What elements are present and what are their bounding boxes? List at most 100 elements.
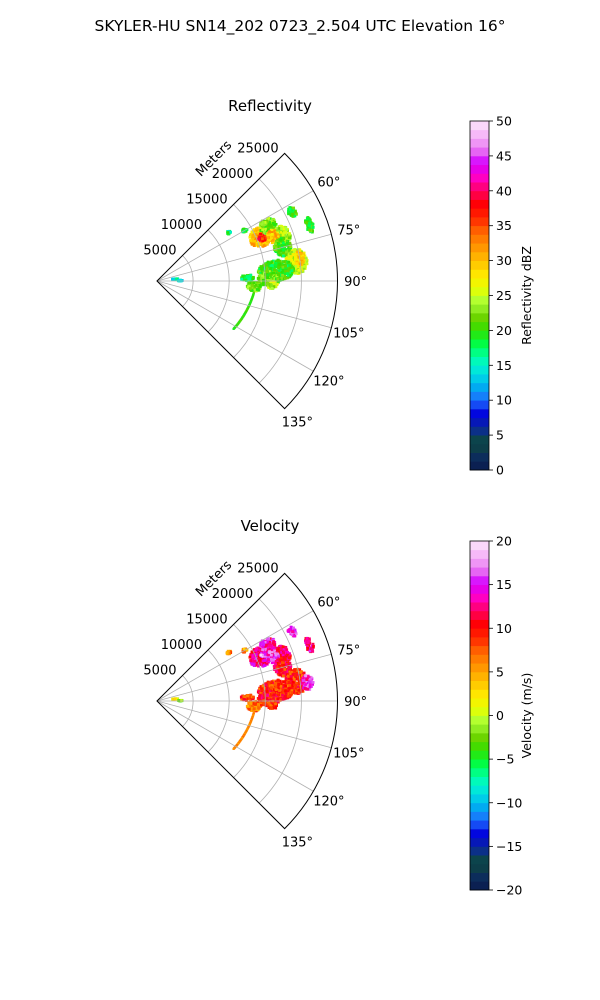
echo-cell — [289, 665, 293, 668]
echo-cell — [257, 238, 260, 241]
echo-cell — [291, 670, 294, 674]
echo-cell — [296, 250, 299, 254]
echo-cell — [232, 327, 235, 330]
colorbar-segment — [470, 863, 489, 873]
echo-cell — [275, 262, 279, 266]
colorbar-segment — [470, 567, 489, 577]
echo-cell — [298, 683, 301, 687]
echo-cell — [268, 230, 271, 233]
echo-cell — [310, 685, 313, 688]
echo-cell — [265, 690, 269, 693]
azimuth-spoke — [156, 190, 314, 282]
echo-cell — [261, 648, 264, 652]
echo-cell — [278, 269, 281, 272]
echo-cell — [251, 695, 255, 699]
echo-cell — [308, 649, 312, 653]
echo-cell — [253, 659, 257, 663]
echo-cell — [281, 265, 285, 269]
echo-cell — [268, 651, 271, 654]
echo-cell — [247, 281, 251, 285]
echo-cell — [278, 667, 282, 671]
echo-cell — [305, 678, 309, 681]
echo-cell — [253, 229, 257, 233]
echo-cell — [308, 228, 312, 232]
colorbar-segment — [470, 321, 489, 331]
echo-cell — [261, 234, 265, 238]
echo-cell — [255, 647, 258, 651]
echo-cell — [242, 694, 246, 698]
echo-cell — [254, 657, 258, 661]
echo-cell — [309, 677, 312, 681]
colorbar: 0 5 10 15 20 25 30 35 40 45 50 Reflectivity dBZ — [469, 114, 534, 478]
colorbar-segment — [470, 452, 489, 462]
echo-cell — [264, 280, 268, 284]
echo-cell — [277, 663, 281, 667]
echo-cell — [261, 699, 265, 702]
echo-cell — [290, 689, 294, 692]
colorbar-segment — [470, 558, 489, 568]
echo-cell — [256, 652, 260, 656]
range-tick-label: 25000 — [237, 561, 278, 576]
echo-cell — [269, 287, 272, 290]
echo-cell — [256, 657, 260, 661]
echo-cell — [245, 275, 249, 279]
echo-cell — [273, 649, 277, 653]
azimuth-tick-label: 60° — [317, 176, 340, 191]
echo-cell — [264, 645, 267, 649]
echo-cell — [277, 661, 281, 665]
echo-cell — [269, 228, 273, 232]
echo-cell — [284, 226, 288, 230]
echo-cell — [294, 212, 298, 216]
range-tick-label: 20000 — [212, 167, 253, 182]
echo-cell — [294, 271, 297, 275]
echo-cell — [173, 697, 177, 701]
echo-cell — [274, 285, 278, 289]
echo-cell — [291, 260, 295, 264]
echo-cell — [269, 267, 272, 271]
echo-cell — [261, 274, 264, 278]
echo-cell — [275, 240, 279, 244]
echo-cell — [289, 693, 293, 697]
echo-cell — [295, 262, 298, 265]
echo-cell — [287, 244, 291, 248]
echo-cell — [269, 273, 273, 276]
echo-cell — [258, 687, 262, 691]
echo-cell — [240, 277, 244, 281]
echo-cell — [294, 630, 297, 634]
range-tick-label: 5000 — [143, 664, 176, 679]
echo-cell — [276, 658, 280, 662]
echo-cell — [288, 250, 292, 254]
echo-cell — [251, 234, 255, 238]
echo-cell — [257, 702, 260, 706]
echo-cell — [251, 657, 254, 661]
panel-title: Reflectivity — [228, 97, 312, 115]
echo-cell — [267, 658, 270, 661]
echo-cell — [289, 625, 293, 629]
echo-cell — [269, 658, 273, 661]
colorbar-segment — [470, 663, 489, 673]
echo-cell — [285, 256, 288, 260]
echo-cell — [269, 285, 273, 288]
echo-cell — [272, 268, 276, 272]
echo-cell — [261, 684, 265, 688]
echo-cell — [257, 664, 260, 668]
echo-cell — [294, 691, 297, 695]
echo-cell — [245, 698, 248, 702]
echo-cell — [297, 691, 300, 694]
echo-cell — [258, 693, 262, 697]
echo-cell — [251, 288, 254, 292]
echo-cell — [262, 232, 265, 236]
echo-cell — [307, 224, 311, 227]
colorbar-segment — [470, 234, 489, 244]
echo-cell — [274, 248, 278, 252]
echo-cell — [280, 651, 283, 654]
echo-cell — [265, 266, 269, 270]
echo-cell — [304, 221, 308, 224]
echo-cell — [283, 694, 286, 698]
echo-cell — [304, 219, 307, 223]
colorbar-segment — [470, 417, 489, 427]
echo-cell — [270, 260, 274, 264]
echo-cell — [290, 679, 293, 682]
echo-cell — [267, 699, 271, 702]
